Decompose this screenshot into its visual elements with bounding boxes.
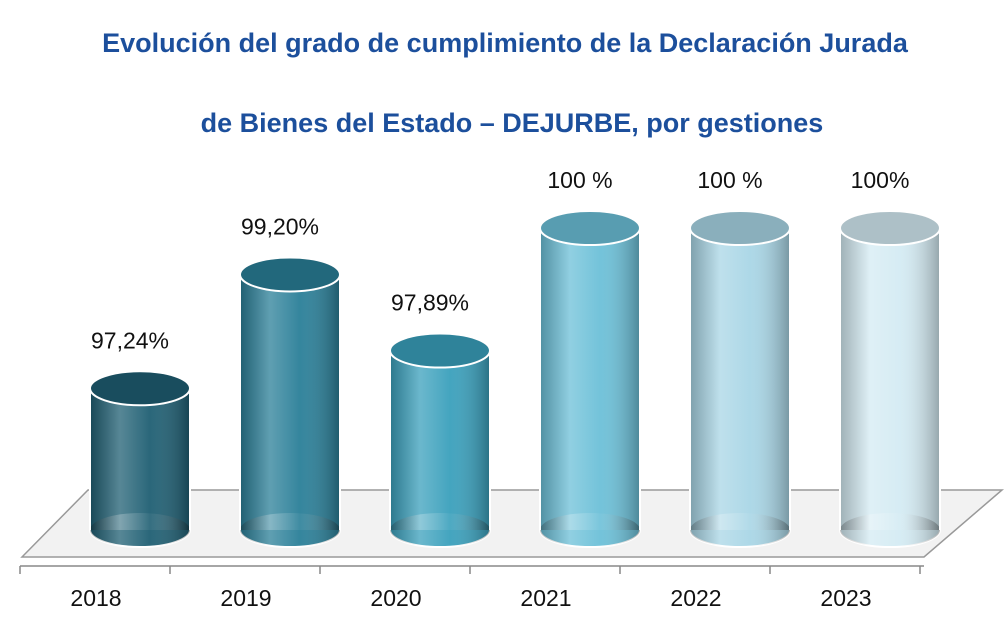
cylinder-shine-bottom	[390, 513, 490, 547]
cylinder-shine	[90, 388, 190, 530]
cylinder-top-shade	[841, 212, 939, 244]
cylinder-top	[239, 256, 341, 293]
x-tick-label: 2018	[70, 585, 121, 611]
cylinder-shine	[840, 228, 940, 530]
cylinder-top-shade	[91, 372, 189, 405]
data-label: 100 %	[697, 167, 762, 193]
cylinder	[89, 370, 191, 548]
cylinder-top	[389, 332, 491, 369]
data-label: 100 %	[547, 167, 612, 193]
cylinder-shine-bottom	[690, 513, 790, 547]
cylinder-top	[539, 210, 641, 246]
cylinder-shine-bottom	[90, 513, 190, 547]
cylinder-shine	[540, 228, 640, 530]
cylinder-shine-bottom	[840, 513, 940, 547]
chart-title: Evolución del grado de cumplimiento de l…	[102, 28, 909, 58]
cylinder-shine	[390, 350, 490, 530]
cylinder-top-shade	[541, 212, 639, 244]
data-label: 97,89%	[391, 290, 469, 316]
chart-title: de Bienes del Estado – DEJURBE, por gest…	[201, 108, 824, 138]
cylinder-shine	[240, 274, 340, 530]
cylinder-shine-bottom	[240, 513, 340, 547]
x-tick-label: 2022	[670, 585, 721, 611]
cylinder-top-shade	[391, 334, 489, 367]
cylinder-top	[689, 210, 791, 246]
cylinder	[389, 332, 491, 548]
data-label: 97,24%	[91, 327, 169, 353]
data-label: 100%	[851, 167, 910, 193]
cylinder	[539, 210, 641, 548]
x-tick-label: 2020	[370, 585, 421, 611]
cylinder	[239, 256, 341, 548]
cylinder-top-shade	[691, 212, 789, 244]
cylinder	[689, 210, 791, 548]
x-ticks	[19, 566, 921, 574]
cylinder-top-shade	[241, 258, 339, 291]
data-label: 99,20%	[241, 214, 319, 240]
cylinder-shine	[690, 228, 790, 530]
cylinder	[839, 210, 941, 548]
cylinder-top	[839, 210, 941, 246]
x-tick-label: 2023	[820, 585, 871, 611]
x-tick-label: 2019	[220, 585, 271, 611]
cylinder-top	[89, 370, 191, 407]
cylinder-shine-bottom	[540, 513, 640, 547]
x-tick-label: 2021	[520, 585, 571, 611]
